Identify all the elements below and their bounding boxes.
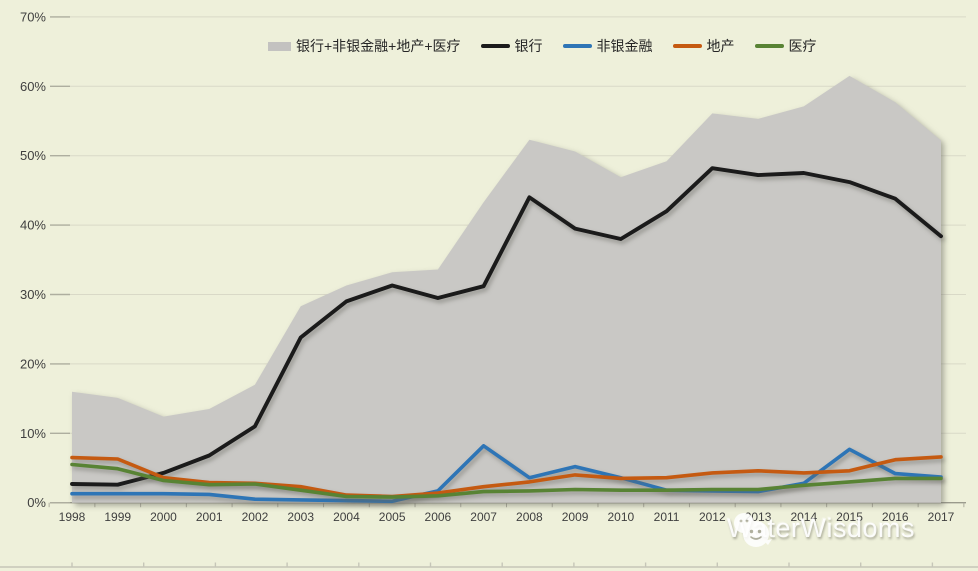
legend-item-bank: 银行 bbox=[480, 36, 543, 56]
x-axis-label: 2016 bbox=[882, 510, 909, 524]
legend-label: 银行+非银金融+地产+医疗 bbox=[296, 38, 461, 54]
legend-item-total: 银行+非银金融+地产+医疗 bbox=[268, 36, 461, 56]
y-axis-label: 30% bbox=[20, 287, 46, 302]
x-axis-label: 2008 bbox=[516, 510, 543, 524]
x-axis-label: 2014 bbox=[790, 510, 817, 524]
y-axis-label: 40% bbox=[20, 218, 46, 233]
legend-label: 地产 bbox=[706, 38, 735, 54]
x-axis-label: 2012 bbox=[699, 510, 726, 524]
legend: 银行+非银金融+地产+医疗 银行 非银金融 地产 医疗 bbox=[268, 36, 817, 56]
x-axis-labels: 1998 1999 2000 2001 2002 2003 2004 2005 2006 2007… bbox=[59, 510, 955, 524]
x-axis-label: 1998 bbox=[59, 510, 86, 524]
legend-label: 银行 bbox=[514, 38, 543, 54]
legend-item-nonbank-finance: 非银金融 bbox=[562, 36, 653, 56]
legend-item-real-estate: 地产 bbox=[672, 36, 735, 56]
legend-swatch-line-icon bbox=[480, 44, 510, 48]
legend-swatch-area-icon bbox=[268, 41, 291, 51]
x-axis-label: 1999 bbox=[104, 510, 131, 524]
x-axis-label: 2017 bbox=[928, 510, 955, 524]
legend-swatch-line-icon bbox=[754, 44, 784, 48]
y-axis-labels: 0% 10% 20% 30% 40% 50% 60% 70% bbox=[20, 9, 46, 510]
x-axis-label: 2011 bbox=[654, 510, 680, 524]
legend-label: 医疗 bbox=[788, 38, 817, 54]
y-axis-ticks bbox=[50, 16, 70, 504]
x-axis-label: 2002 bbox=[242, 510, 269, 524]
y-axis-label: 60% bbox=[20, 79, 46, 94]
line-series-healthcare bbox=[70, 462, 943, 499]
x-axis-label: 2015 bbox=[836, 510, 863, 524]
x-axis-label: 2007 bbox=[470, 510, 497, 524]
x-axis-label: 2004 bbox=[333, 510, 360, 524]
x-axis-label: 2009 bbox=[562, 510, 589, 524]
legend-swatch-line-icon bbox=[562, 44, 592, 48]
legend-label: 非银金融 bbox=[596, 38, 653, 54]
y-axis-label: 20% bbox=[20, 356, 46, 371]
line-series-bank bbox=[70, 166, 943, 487]
x-axis-label: 2006 bbox=[425, 510, 452, 524]
legend-item-healthcare: 医疗 bbox=[754, 36, 817, 56]
x-axis-label: 2000 bbox=[150, 510, 177, 524]
legend-swatch-line-icon bbox=[672, 44, 702, 48]
y-axis-label: 50% bbox=[20, 148, 46, 163]
y-axis-label: 10% bbox=[20, 426, 46, 441]
area-series-total bbox=[72, 75, 941, 503]
x-axis-label: 2003 bbox=[287, 510, 314, 524]
bottom-ruler bbox=[0, 562, 978, 568]
x-axis-label: 2010 bbox=[607, 510, 634, 524]
x-axis-label: 2001 bbox=[196, 510, 223, 524]
line-series-real-estate bbox=[70, 455, 943, 499]
y-axis-label: 70% bbox=[20, 9, 46, 24]
x-axis-label: 2013 bbox=[745, 510, 772, 524]
x-axis-label: 2005 bbox=[379, 510, 406, 524]
x-axis-ticks bbox=[48, 502, 965, 508]
y-axis-label: 0% bbox=[27, 495, 46, 510]
